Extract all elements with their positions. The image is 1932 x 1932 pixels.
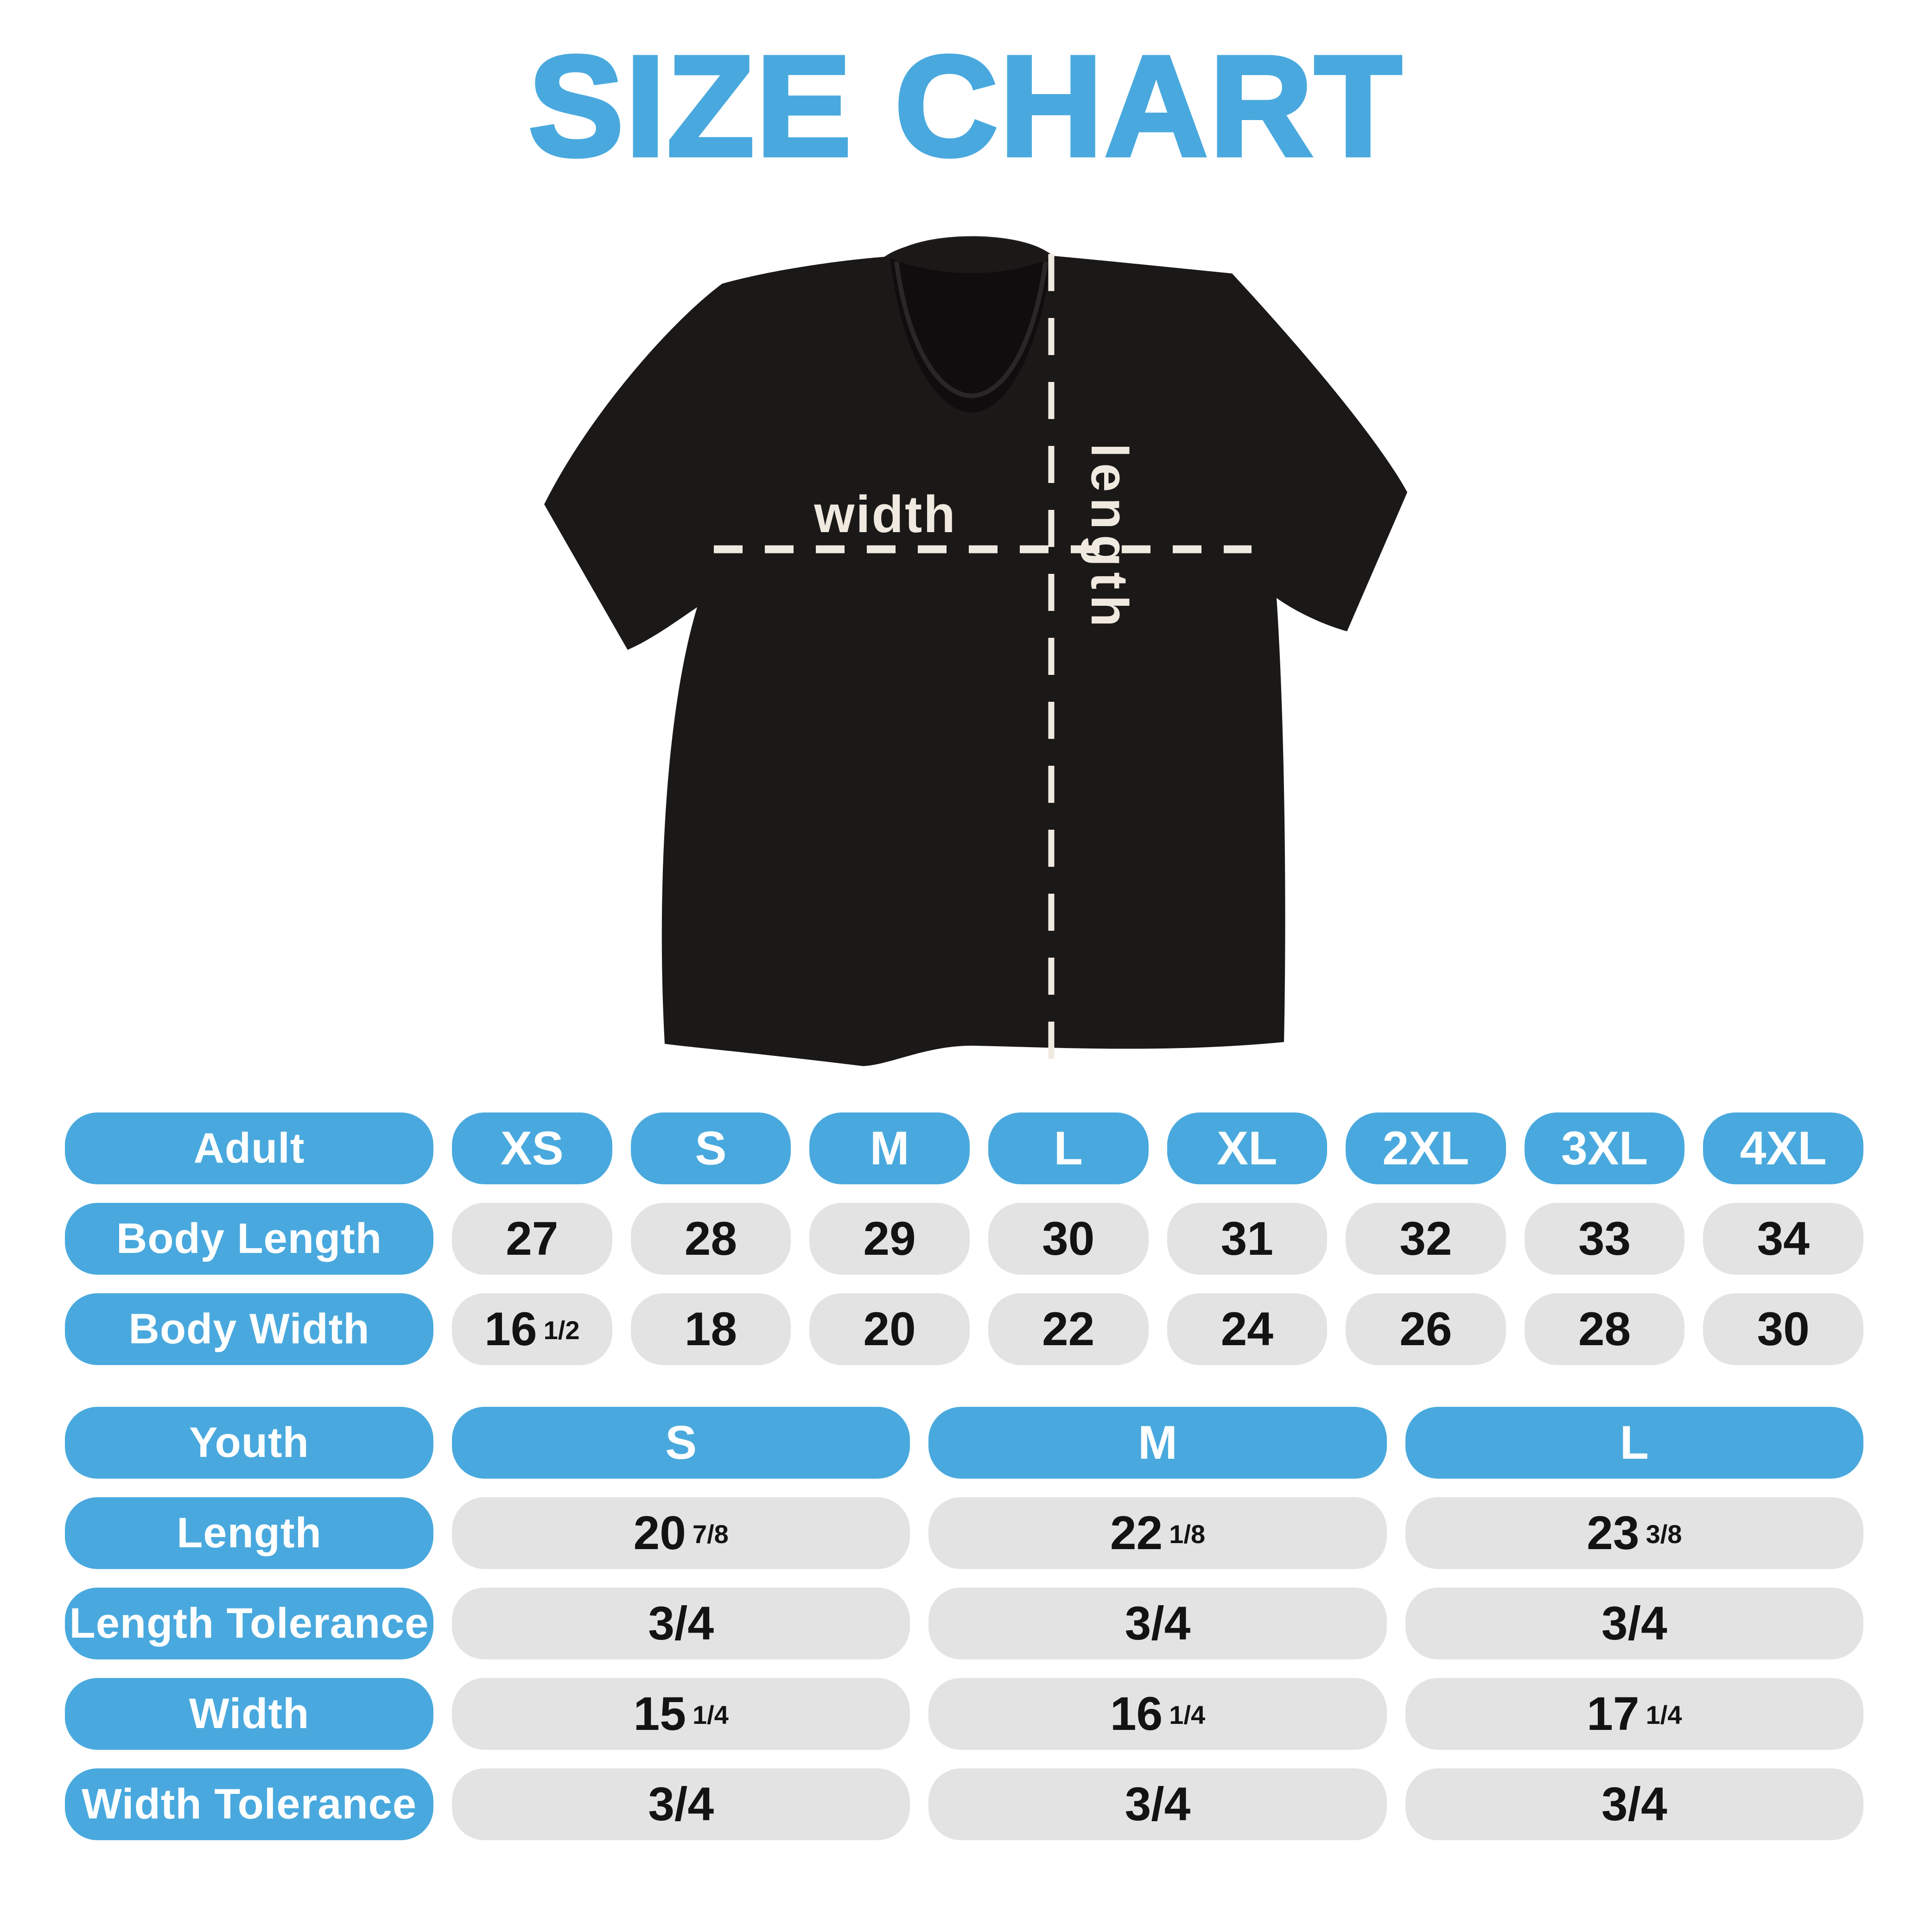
adult-size-xl: XL: [1167, 1112, 1328, 1184]
value-pill: 32: [1346, 1203, 1506, 1275]
value-pill: 30: [988, 1203, 1149, 1275]
value-pill: 3/4: [452, 1768, 910, 1840]
value-pill: 24: [1167, 1293, 1328, 1365]
value-pill: 18: [630, 1293, 791, 1365]
row-label-body-length: Body Length: [65, 1203, 433, 1275]
width-label: width: [813, 485, 956, 543]
value-pill: 15 1/4: [452, 1678, 910, 1750]
tshirt-measurement-diagram: width length: [519, 213, 1428, 1094]
adult-size-s: S: [630, 1112, 791, 1184]
adult-body-length-row: Body Length 27 28 29 30 31 32 33 34: [65, 1203, 1863, 1275]
value-pill: 20: [809, 1293, 970, 1365]
adult-size-l: L: [988, 1112, 1149, 1184]
value-pill: 3/4: [452, 1588, 910, 1659]
tshirt-collar-ribbing: [894, 261, 1048, 399]
youth-size-s: S: [452, 1407, 910, 1479]
adult-header-row: Adult XS S M L XL 2XL 3XL 4XL: [65, 1112, 1863, 1184]
youth-width-row: Width 15 1/4 16 1/4 17 1/4: [65, 1678, 1863, 1750]
adult-header-pill: Adult: [65, 1112, 433, 1184]
value-pill: 20 7/8: [452, 1497, 910, 1569]
value-pill: 28: [1524, 1293, 1685, 1365]
tshirt-svg: width length: [544, 236, 1407, 1066]
adult-size-xs: XS: [452, 1112, 612, 1184]
adult-size-2xl: 2XL: [1346, 1112, 1506, 1184]
adult-body-width-row: Body Width 16 1/2 18 20 22 24 26 28 30: [65, 1293, 1863, 1365]
youth-width-tolerance-row: Width Tolerance 3/4 3/4 3/4: [65, 1768, 1863, 1840]
value-pill: 31: [1167, 1203, 1328, 1275]
tshirt-silhouette: [544, 237, 1407, 1066]
value-pill: 17 1/4: [1405, 1678, 1863, 1750]
value-pill: 34: [1703, 1203, 1863, 1275]
tshirt-neck-hole: [890, 258, 1052, 413]
value-pill: 26: [1346, 1293, 1506, 1365]
value-pill: 22: [988, 1293, 1149, 1365]
adult-size-3xl: 3XL: [1524, 1112, 1685, 1184]
value-pill: 3/4: [928, 1588, 1387, 1659]
youth-size-m: M: [928, 1407, 1387, 1479]
value-pill: 33: [1524, 1203, 1685, 1275]
row-label-body-width: Body Width: [65, 1293, 433, 1365]
value-pill: 16 1/2: [452, 1293, 612, 1365]
value-pill: 28: [630, 1203, 791, 1275]
youth-header-pill: Youth: [65, 1407, 433, 1479]
youth-size-table: Youth S M L Length 20 7/8 22 1/8 23 3/8 Len…: [65, 1407, 1863, 1859]
youth-length-tolerance-row: Length Tolerance 3/4 3/4 3/4: [65, 1588, 1863, 1659]
adult-size-4xl: 4XL: [1703, 1112, 1863, 1184]
youth-header-row: Youth S M L: [65, 1407, 1863, 1479]
row-label-length: Length: [65, 1497, 433, 1569]
row-label-width: Width: [65, 1678, 433, 1750]
value-pill: 16 1/4: [928, 1678, 1387, 1750]
row-label-length-tolerance: Length Tolerance: [65, 1588, 433, 1659]
value-pill: 3/4: [1405, 1588, 1863, 1659]
value-pill: 3/4: [1405, 1768, 1863, 1840]
page-title: SIZE CHART: [527, 25, 1404, 187]
value-pill: 22 1/8: [928, 1497, 1387, 1569]
value-pill: 3/4: [928, 1768, 1387, 1840]
value-pill: 23 3/8: [1405, 1497, 1863, 1569]
value-pill: 29: [809, 1203, 970, 1275]
youth-size-l: L: [1405, 1407, 1863, 1479]
value-pill: 27: [452, 1203, 612, 1275]
row-label-width-tolerance: Width Tolerance: [65, 1768, 433, 1840]
adult-size-m: M: [809, 1112, 970, 1184]
length-label: length: [1080, 443, 1138, 632]
adult-size-table: Adult XS S M L XL 2XL 3XL 4XL Body Lengt…: [65, 1112, 1863, 1384]
value-pill: 30: [1703, 1293, 1863, 1365]
youth-length-row: Length 20 7/8 22 1/8 23 3/8: [65, 1497, 1863, 1569]
